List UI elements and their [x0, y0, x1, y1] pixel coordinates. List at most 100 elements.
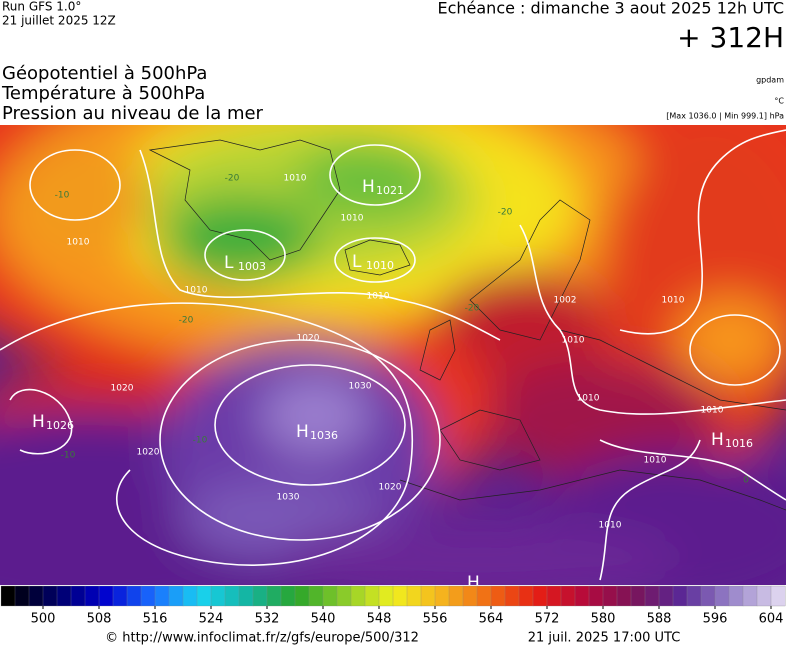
unit: [Max 1036.0 | Min 999.1] hPa	[666, 112, 784, 121]
colorbar-swatch	[266, 585, 282, 607]
colorbar-swatch	[378, 585, 394, 607]
unit: gpdam	[756, 76, 784, 85]
colorbar-tick-label: 516	[143, 612, 168, 627]
isobar-label: 1010	[562, 336, 585, 346]
colorbar-swatch	[84, 585, 100, 607]
colorbar-swatch	[546, 585, 562, 607]
isobar-label: 1010	[367, 292, 390, 302]
colorbar-swatch	[224, 585, 240, 607]
colorbar-swatch	[56, 585, 72, 607]
isobar-label: 1010	[284, 174, 307, 184]
colorbar-swatch	[280, 585, 296, 607]
field: Pression au niveau de la mer	[2, 103, 264, 124]
colorbar-tick-label: 588	[647, 612, 672, 627]
temperature-label: 0	[743, 476, 749, 486]
temperature-label: -20	[498, 208, 513, 218]
temperature-label: -20	[465, 304, 480, 314]
temperature-label: -10	[61, 451, 76, 461]
center-letter: H	[296, 422, 309, 442]
colorbar-swatch	[308, 585, 324, 607]
colorbar-swatch	[728, 585, 744, 607]
source: © http://www.infoclimat.fr/z/gfs/europe/…	[105, 631, 419, 646]
colorbar-swatch	[252, 585, 268, 607]
colorbar-swatch	[364, 585, 380, 607]
colorbar-swatch	[406, 585, 422, 607]
center-value: 1016	[725, 437, 753, 450]
colorbar-swatch	[504, 585, 520, 607]
center-letter: H	[711, 430, 724, 450]
colorbar-swatch	[616, 585, 632, 607]
isobar-label: 1010	[644, 456, 667, 466]
isobars	[0, 129, 786, 581]
center-value: 1003	[238, 260, 266, 273]
isobar-label: 1030	[349, 382, 372, 392]
center-letter: L	[352, 252, 362, 272]
model: Run GFS 1.0°	[2, 0, 81, 14]
colorbar-tick-label: 596	[703, 612, 728, 627]
isobar-label: 1010	[577, 394, 600, 404]
colorbar-swatch	[686, 585, 702, 607]
colorbar-swatch	[602, 585, 618, 607]
colorbar-swatch	[98, 585, 114, 607]
colorbar-tick-label: 508	[87, 612, 112, 627]
colorbar-tick-label: 580	[591, 612, 616, 627]
colorbar-swatch	[126, 585, 142, 607]
center-letter: H	[467, 573, 480, 593]
colorbar-swatch	[672, 585, 688, 607]
colorbar-swatch	[294, 585, 310, 607]
colorbar-swatch	[518, 585, 534, 607]
isobar-label: 1010	[185, 286, 208, 296]
isobar-label: 1010	[67, 238, 90, 248]
colorbar-swatch	[434, 585, 450, 607]
field: Température à 500hPa	[1, 83, 205, 104]
center-letter: L	[224, 253, 234, 273]
temperature-label: -20	[179, 316, 194, 326]
colorbar-swatch	[42, 585, 58, 607]
colorbar: 500 508 516 524 532 540 548 556 564 572 580 588 596 6…	[0, 585, 786, 627]
colorbar-swatch	[392, 585, 408, 607]
colorbar-swatch	[210, 585, 226, 607]
colorbar-swatch	[574, 585, 590, 607]
colorbar-swatch	[238, 585, 254, 607]
colorbar-tick-label: 500	[31, 612, 56, 627]
isobar-label: 1010	[662, 296, 685, 306]
isobar-label: 1010	[701, 406, 724, 416]
colorbar-swatch	[658, 585, 674, 607]
colorbar-tick-label: 532	[255, 612, 280, 627]
temperature-label: -10	[55, 191, 70, 201]
valid-time: Echéance : dimanche 3 aout 2025 12h UTC	[437, 0, 784, 18]
colorbar-swatch	[140, 585, 156, 607]
isobar-label: 1020	[297, 334, 320, 344]
coastlines	[148, 139, 786, 511]
colorbar-swatch	[28, 585, 44, 607]
colorbar-swatch	[630, 585, 646, 607]
center-value: 1036	[310, 429, 338, 442]
run-date: 21 juil. 2025 17:00 UTC	[528, 631, 681, 646]
colorbar-swatch	[168, 585, 184, 607]
colorbar-tick-label: 556	[423, 612, 448, 627]
run: 21 juillet 2025 12Z	[2, 14, 116, 28]
colorbar-swatch	[560, 585, 576, 607]
isobar-label: 1030	[277, 493, 300, 503]
colorbar-swatch	[14, 585, 30, 607]
colorbar-swatch	[70, 585, 86, 607]
colorbar-swatch	[462, 585, 478, 607]
colorbar-swatch	[322, 585, 338, 607]
colorbar-swatch	[476, 585, 492, 607]
colorbar-swatch	[644, 585, 660, 607]
colorbar-swatch	[448, 585, 464, 607]
colorbar-swatch	[700, 585, 716, 607]
field: Géopotentiel à 500hPa	[2, 63, 207, 84]
isobar-label: 1020	[137, 448, 160, 458]
colorbar-swatch	[588, 585, 604, 607]
center-letter: H	[32, 412, 45, 432]
colorbar-swatch	[742, 585, 758, 607]
colorbar-swatch	[112, 585, 128, 607]
colorbar-swatch	[154, 585, 170, 607]
colorbar-tick-label: 564	[479, 612, 504, 627]
isobar-label: 1010	[599, 521, 622, 531]
colorbar-tick-label: 548	[367, 612, 392, 627]
center-value: 1026	[46, 419, 74, 432]
